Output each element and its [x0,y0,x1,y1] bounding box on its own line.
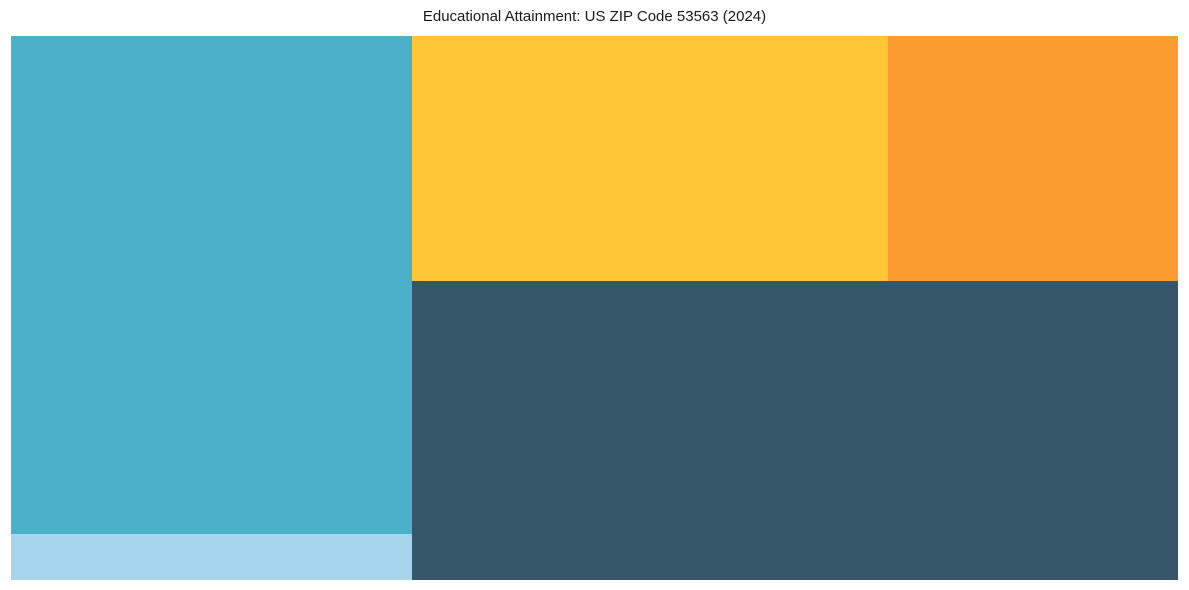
treemap-tile-4[interactable]: Graduate or professional degree [888,36,1178,281]
treemap-tile-1[interactable]: High school graduate (includes equivalen… [412,281,1178,580]
treemap-tile-2[interactable]: Some college or associate's degree [11,36,412,534]
treemap-tile-3[interactable]: Bachelor's degree [412,36,888,281]
chart-title: Educational Attainment: US ZIP Code 5356… [422,8,767,25]
treemap-tile-5[interactable]: Less than high school diploma [11,534,412,580]
treemap-plot-area: High school graduate (includes equivalen… [11,36,1178,580]
